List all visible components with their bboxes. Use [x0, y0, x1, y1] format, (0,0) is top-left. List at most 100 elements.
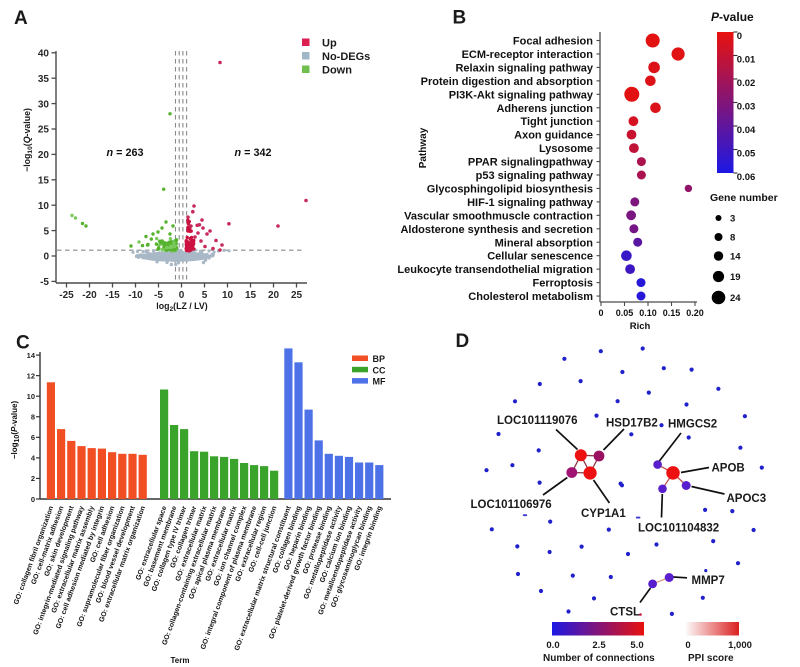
svg-text:0.04: 0.04 [737, 125, 756, 136]
svg-text:0.05: 0.05 [737, 148, 756, 159]
svg-text:Tight junction: Tight junction [520, 116, 593, 128]
svg-text:Aldosterone synthesis and secr: Aldosterone synthesis and secretion [400, 224, 593, 236]
svg-text:Focal adhesion: Focal adhesion [513, 36, 593, 48]
svg-text:0.10: 0.10 [639, 308, 657, 318]
svg-text:0.03: 0.03 [737, 101, 756, 112]
svg-text:HMGCS2: HMGCS2 [668, 419, 717, 431]
svg-text:MF: MF [373, 377, 386, 387]
svg-text:5.0: 5.0 [630, 640, 643, 651]
svg-text:19: 19 [730, 272, 741, 283]
svg-text:Down: Down [322, 65, 352, 77]
svg-text:-20: -20 [82, 290, 97, 301]
svg-text:0.0: 0.0 [546, 640, 559, 651]
svg-text:20: 20 [38, 150, 50, 161]
svg-text:0: 0 [737, 31, 742, 42]
svg-text:-15: -15 [105, 290, 120, 301]
svg-text:No-DEGs: No-DEGs [322, 51, 370, 63]
svg-text:20: 20 [268, 290, 280, 301]
svg-text:8: 8 [730, 233, 735, 244]
svg-text:Axon guidance: Axon guidance [514, 130, 593, 142]
svg-text:CYP1A1: CYP1A1 [581, 508, 626, 520]
svg-text:HSD17B2: HSD17B2 [606, 417, 658, 429]
svg-text:0.05: 0.05 [616, 308, 634, 318]
svg-text:ECM-receptor interaction: ECM-receptor interaction [462, 49, 594, 61]
svg-text:MMP7: MMP7 [692, 575, 725, 587]
svg-text:Adherens junction: Adherens junction [496, 103, 593, 115]
svg-text:Gene number: Gene number [710, 192, 778, 204]
svg-text:35: 35 [38, 74, 50, 85]
svg-text:p53 signaling pathway: p53 signaling pathway [476, 170, 594, 182]
svg-text:C: C [16, 333, 30, 354]
svg-text:2.5: 2.5 [592, 640, 606, 651]
svg-text:0.01: 0.01 [737, 54, 756, 65]
svg-text:P-value: P-value [711, 10, 754, 24]
svg-text:5: 5 [43, 226, 49, 237]
svg-text:Glycosphingolipid biosynthesis: Glycosphingolipid biosynthesis [427, 183, 593, 195]
svg-text:Number of connections: Number of connections [543, 653, 655, 664]
svg-text:APOC3: APOC3 [727, 493, 767, 505]
svg-text:HIF-1 signaling pathway: HIF-1 signaling pathway [467, 197, 594, 209]
svg-text:14: 14 [730, 252, 741, 263]
svg-text:CTSL: CTSL [610, 607, 640, 619]
svg-text:-5: -5 [40, 277, 49, 288]
svg-text:0.06: 0.06 [737, 172, 756, 183]
svg-text:Protein digestion and absorpti: Protein digestion and absorption [421, 76, 594, 88]
svg-text:6: 6 [31, 433, 35, 442]
svg-text:Vascular smoothmuscle contract: Vascular smoothmuscle contraction [404, 210, 593, 222]
svg-text:Term: Term [171, 656, 190, 665]
svg-text:0: 0 [43, 252, 49, 263]
svg-text:Pathway: Pathway [418, 127, 429, 168]
svg-text:0: 0 [179, 290, 185, 301]
svg-text:APOB: APOB [712, 463, 745, 475]
svg-text:0.02: 0.02 [737, 78, 756, 89]
svg-text:PPI score: PPI score [688, 653, 734, 664]
svg-text:LOC101104832: LOC101104832 [638, 523, 719, 535]
svg-text:Rich: Rich [630, 321, 651, 332]
svg-text:2: 2 [31, 474, 35, 483]
svg-text:D: D [456, 331, 470, 352]
svg-text:-10: -10 [128, 290, 143, 301]
svg-text:0.20: 0.20 [686, 308, 704, 318]
svg-text:LOC101106976: LOC101106976 [471, 499, 552, 511]
svg-text:−log10(P-value): −log10(P-value) [10, 401, 21, 460]
svg-text:24: 24 [730, 293, 741, 304]
svg-text:PPAR signalingpathway: PPAR signalingpathway [468, 157, 594, 169]
svg-text:Up: Up [322, 38, 337, 50]
svg-text:B: B [453, 8, 467, 29]
svg-text:0: 0 [685, 640, 690, 651]
svg-text:PI3K-Akt signaling pathway: PI3K-Akt signaling pathway [449, 89, 594, 101]
svg-text:4: 4 [31, 454, 36, 463]
svg-text:Ferroptosis: Ferroptosis [532, 278, 593, 290]
svg-text:30: 30 [38, 99, 50, 110]
svg-text:−log10(Q-value): −log10(Q-value) [22, 108, 34, 172]
svg-text:log2(LZ / LV): log2(LZ / LV) [156, 301, 207, 313]
svg-text:1,000: 1,000 [728, 640, 752, 651]
svg-text:40: 40 [38, 49, 50, 60]
svg-text:Mineral absorption: Mineral absorption [495, 237, 594, 249]
svg-text:Relaxin signaling pathway: Relaxin signaling pathway [455, 62, 593, 74]
svg-text:-25: -25 [59, 290, 74, 301]
svg-text:-5: -5 [154, 290, 163, 301]
svg-text:12: 12 [27, 371, 35, 380]
svg-text:8: 8 [31, 413, 35, 422]
svg-text:0: 0 [31, 495, 35, 504]
svg-text:Leukocyte transendothelial mig: Leukocyte transendothelial migration [397, 264, 593, 276]
svg-text:5: 5 [202, 290, 208, 301]
svg-text:14: 14 [27, 351, 36, 360]
svg-text:0.15: 0.15 [663, 308, 681, 318]
svg-text:n = 342: n = 342 [235, 147, 272, 159]
svg-text:Lysosome: Lysosome [539, 143, 593, 155]
svg-text:A: A [14, 8, 28, 29]
svg-text:25: 25 [291, 290, 303, 301]
svg-text:10: 10 [38, 201, 50, 212]
svg-text:0: 0 [598, 308, 603, 318]
svg-text:10: 10 [27, 392, 35, 401]
svg-text:15: 15 [38, 176, 50, 187]
svg-text:Cellular senescence: Cellular senescence [487, 251, 593, 263]
svg-text:Cholesterol metabolism: Cholesterol metabolism [468, 291, 593, 303]
svg-text:LOC101119076: LOC101119076 [497, 415, 578, 427]
svg-text:3: 3 [730, 214, 735, 225]
svg-text:n = 263: n = 263 [107, 147, 144, 159]
svg-text:BP: BP [373, 354, 386, 364]
svg-text:CC: CC [373, 365, 386, 375]
